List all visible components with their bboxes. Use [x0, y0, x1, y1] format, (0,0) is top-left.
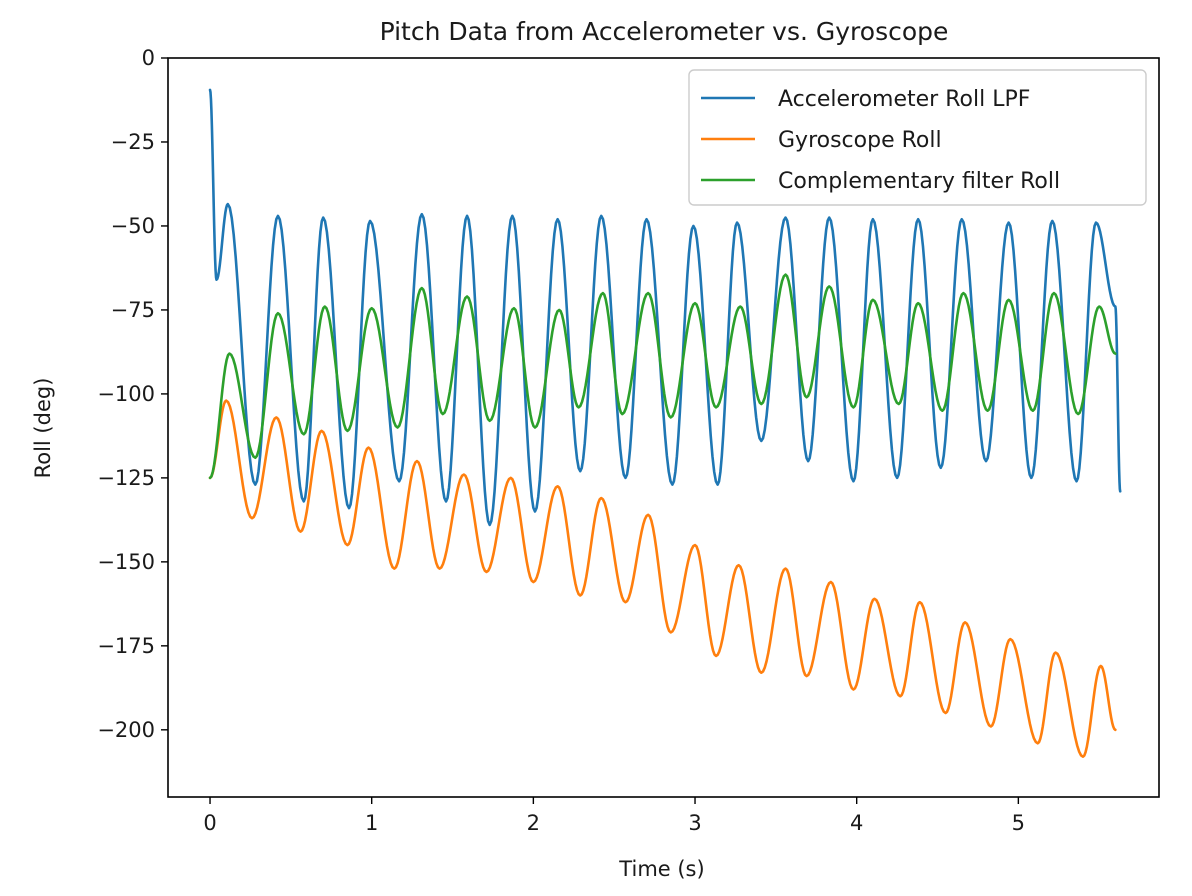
y-axis-label: Roll (deg) [31, 378, 55, 479]
legend-label: Complementary filter Roll [778, 169, 1060, 194]
y-tick-label: −125 [97, 466, 155, 490]
chart-title: Pitch Data from Accelerometer vs. Gyrosc… [380, 17, 949, 46]
y-tick-label: −25 [111, 130, 155, 154]
x-tick-label: 0 [203, 811, 216, 835]
x-tick-label: 1 [365, 811, 378, 835]
legend-label: Gyroscope Roll [778, 128, 942, 153]
x-tick-label: 4 [850, 811, 863, 835]
y-tick-label: −200 [97, 718, 155, 742]
series-line-3 [208, 273, 1117, 480]
x-tick-label: 3 [688, 811, 701, 835]
y-tick-label: −50 [111, 214, 155, 238]
legend-box [688, 69, 1147, 206]
y-tick-label: −175 [97, 634, 155, 658]
x-tick-label: 2 [527, 811, 540, 835]
y-tick-label: 0 [142, 46, 155, 70]
legend-label: Accelerometer Roll LPF [778, 87, 1030, 112]
series-line-2 [208, 399, 1117, 758]
y-axis: 0 −25 −50 −75 −100 −125 −150 −175 −200 [97, 46, 168, 742]
plot-frame [167, 57, 1160, 798]
legend: Accelerometer Roll LPF Gyroscope Roll Comp… [688, 69, 1147, 206]
x-tick-label: 5 [1012, 811, 1025, 835]
y-tick-label: −150 [97, 550, 155, 574]
x-axis: 0 1 2 3 4 5 [203, 797, 1025, 835]
x-axis-label: Time (s) [618, 857, 704, 881]
series-line-1 [208, 88, 1122, 527]
y-tick-label: −75 [111, 298, 155, 322]
plot-lines [208, 88, 1122, 758]
y-tick-label: −100 [97, 382, 155, 406]
